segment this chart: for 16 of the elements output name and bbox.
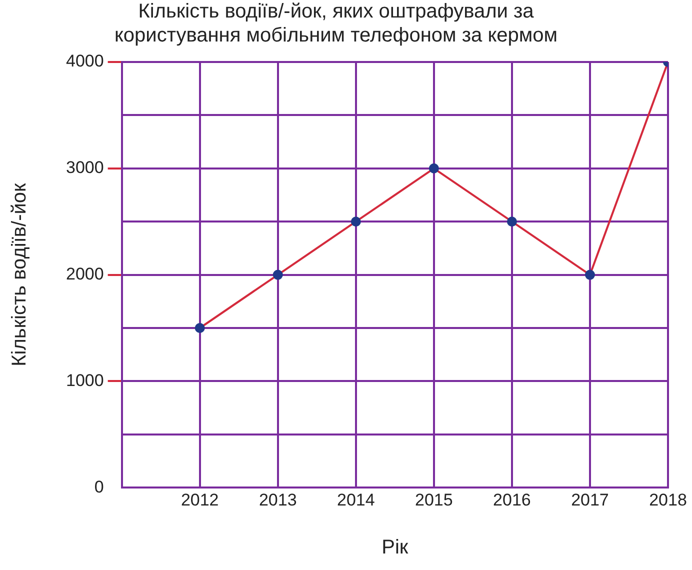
x-tick-label: 2014: [336, 490, 375, 510]
x-axis-title: Рік: [382, 536, 408, 559]
y-tick-label: 3000: [66, 158, 104, 178]
text: користування мобільним телефоном за кермом: [114, 24, 558, 47]
y-tick-label: 1000: [66, 370, 104, 390]
x-tick-label: 2016: [493, 490, 531, 510]
x-tick-label: 2018: [649, 490, 687, 510]
y-axis-title: Кількість водіїв/-йок: [8, 182, 31, 366]
x-tick-label: 2017: [571, 490, 609, 510]
x-tick-label: 2012: [180, 490, 219, 510]
y-tick-label: 0: [94, 477, 104, 496]
y-tick-label: 4000: [66, 52, 104, 71]
x-tick-label: 2013: [258, 490, 297, 510]
x-tick-label: 2015: [415, 490, 453, 510]
text: Кількість водіїв/-йок, яких оштрафували за: [138, 0, 534, 23]
y-tick-label: 2000: [66, 264, 104, 284]
